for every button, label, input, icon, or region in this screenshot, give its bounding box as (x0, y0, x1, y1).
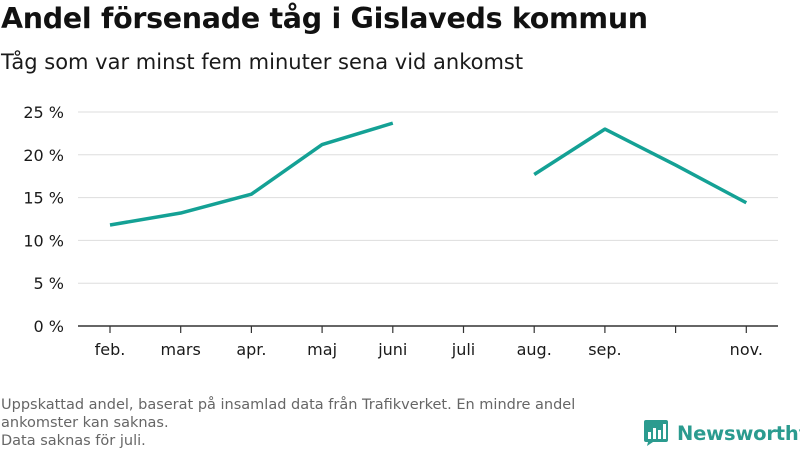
x-axis (78, 325, 778, 333)
x-tick-labels: feb. mars apr. maj juni juli aug. sep. nov. (95, 340, 763, 359)
gridlines (78, 111, 778, 284)
footer-note-line-1: Uppskattad andel, baserat på insamlad da… (1, 397, 576, 431)
x-tick-label: juni (377, 340, 407, 359)
x-tick-label: aug. (517, 340, 552, 359)
x-tick-label: juli (451, 340, 475, 359)
x-tick-label: sep. (588, 340, 621, 359)
x-tick-label: nov. (730, 340, 763, 359)
x-tick-label: mars (161, 340, 201, 359)
y-tick-label: 25 % (23, 103, 64, 122)
chart-subtitle: Tåg som var minst fem minuter sena vid a… (1, 50, 524, 74)
footer-note: Uppskattad andel, baserat på insamlad da… (1, 396, 641, 450)
y-tick-label: 20 % (23, 146, 64, 165)
y-tick-labels: 0 % 5 % 10 % 15 % 20 % 25 % (23, 103, 64, 336)
data-series (109, 121, 748, 227)
x-tick-label: feb. (95, 340, 126, 359)
y-tick-label: 5 % (34, 274, 64, 293)
bar-chart-logo-icon (644, 420, 668, 446)
y-tick-label: 0 % (34, 317, 64, 336)
x-tick-label: apr. (236, 340, 266, 359)
footer-note-line-2: Data saknas för juli. (1, 433, 146, 449)
newsworthy-brand: Newsworthy (643, 419, 800, 447)
y-tick-label: 10 % (23, 231, 64, 250)
y-tick-label: 15 % (23, 189, 64, 208)
x-tick-label: maj (307, 340, 337, 359)
brand-name: Newsworthy (677, 421, 800, 445)
series-line-segment (533, 127, 748, 205)
series-line-segment (109, 121, 394, 227)
chart-title: Andel försenade tåg i Gislaveds kommun (1, 2, 648, 35)
